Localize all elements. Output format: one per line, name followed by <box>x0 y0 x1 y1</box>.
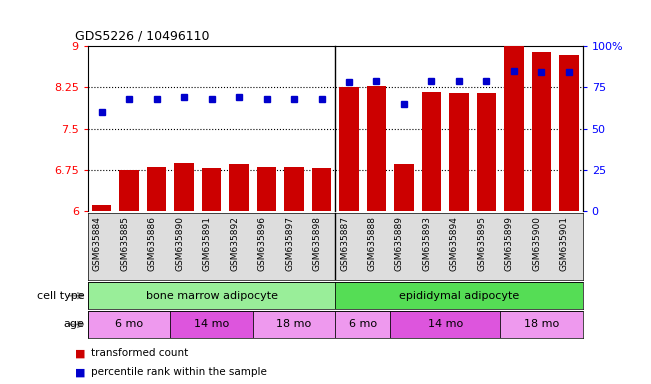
Text: 14 mo: 14 mo <box>428 319 463 329</box>
Bar <box>92 205 111 211</box>
Text: bone marrow adipocyte: bone marrow adipocyte <box>146 291 277 301</box>
Bar <box>147 167 166 211</box>
Bar <box>312 168 331 211</box>
Bar <box>477 93 496 211</box>
Bar <box>171 311 253 338</box>
Bar <box>390 311 500 338</box>
Text: GSM635898: GSM635898 <box>312 217 322 271</box>
Bar <box>174 163 194 211</box>
Text: GSM635889: GSM635889 <box>395 217 404 271</box>
Text: GSM635887: GSM635887 <box>340 217 349 271</box>
Bar <box>335 311 390 338</box>
Text: 6 mo: 6 mo <box>115 319 143 329</box>
Text: 6 mo: 6 mo <box>349 319 377 329</box>
Text: percentile rank within the sample: percentile rank within the sample <box>91 367 267 377</box>
Text: GSM635890: GSM635890 <box>175 217 184 271</box>
Bar <box>120 170 139 211</box>
Text: GSM635891: GSM635891 <box>202 217 212 271</box>
Text: GSM635896: GSM635896 <box>258 217 266 271</box>
Text: ■: ■ <box>75 348 85 358</box>
Text: GSM635900: GSM635900 <box>533 217 542 271</box>
Text: GSM635899: GSM635899 <box>505 217 514 271</box>
Bar <box>449 93 469 211</box>
Text: GSM635886: GSM635886 <box>148 217 157 271</box>
Text: epididymal adipocyte: epididymal adipocyte <box>399 291 519 301</box>
Bar <box>339 88 359 211</box>
Bar <box>88 282 335 309</box>
Text: GSM635897: GSM635897 <box>285 217 294 271</box>
Text: 18 mo: 18 mo <box>524 319 559 329</box>
Text: cell type: cell type <box>37 291 85 301</box>
Bar <box>88 311 171 338</box>
Bar <box>500 311 583 338</box>
Bar <box>284 167 303 211</box>
Bar <box>253 311 335 338</box>
Text: 18 mo: 18 mo <box>277 319 312 329</box>
Bar <box>257 167 276 211</box>
Bar <box>202 168 221 211</box>
Text: ■: ■ <box>75 367 85 377</box>
Text: GSM635901: GSM635901 <box>560 217 569 271</box>
Bar <box>505 46 523 211</box>
Bar <box>395 164 413 211</box>
Bar <box>559 55 579 211</box>
Text: GSM635885: GSM635885 <box>120 217 129 271</box>
Bar <box>335 282 583 309</box>
Text: 14 mo: 14 mo <box>194 319 229 329</box>
Text: GSM635888: GSM635888 <box>368 217 376 271</box>
Bar <box>532 51 551 211</box>
Text: GSM635893: GSM635893 <box>422 217 432 271</box>
Bar <box>229 164 249 211</box>
Bar <box>367 86 386 211</box>
Text: transformed count: transformed count <box>91 348 188 358</box>
Text: GSM635895: GSM635895 <box>477 217 486 271</box>
Text: GDS5226 / 10496110: GDS5226 / 10496110 <box>75 29 210 42</box>
Text: GSM635894: GSM635894 <box>450 217 459 271</box>
Text: GSM635884: GSM635884 <box>92 217 102 271</box>
Text: age: age <box>64 319 85 329</box>
Bar <box>422 92 441 211</box>
Text: GSM635892: GSM635892 <box>230 217 239 271</box>
